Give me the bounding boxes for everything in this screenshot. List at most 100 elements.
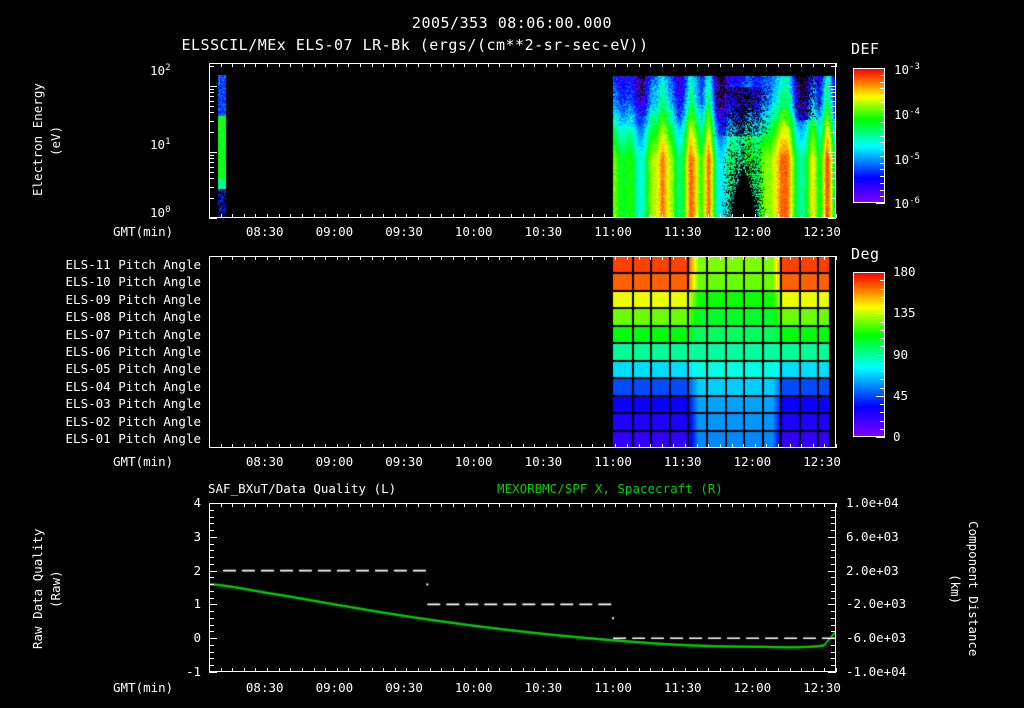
time-tick-label: 10:30 <box>524 680 563 695</box>
axis-tick <box>831 597 836 599</box>
panel3-left-tick-label: 4 <box>193 495 201 510</box>
axis-tick <box>615 256 617 260</box>
axis-tick <box>232 256 234 260</box>
axis-tick <box>418 503 419 507</box>
axis-tick <box>371 444 373 448</box>
axis-tick <box>487 63 489 67</box>
time-tick-label: 11:30 <box>663 224 702 239</box>
panel3-title-left: SAF_BXuT/Data Quality (L) <box>208 481 397 496</box>
axis-tick <box>487 503 489 507</box>
deg-colorbar-tick-label: 135 <box>893 305 916 321</box>
axis-tick <box>406 444 408 448</box>
panel3-right-tick-label: 6.0e+03 <box>846 528 899 544</box>
axis-tick <box>255 503 257 507</box>
axis-tick <box>831 557 836 559</box>
colorbar-tick <box>880 329 885 331</box>
axis-tick <box>255 214 257 218</box>
axis-tick <box>348 503 350 507</box>
axis-tick <box>209 543 214 545</box>
axis-tick <box>232 63 234 67</box>
panel3-right-tick-label: -2.0e+03 <box>846 596 907 612</box>
axis-tick <box>209 624 214 626</box>
axis-tick <box>673 63 675 67</box>
panel1-xlabel: GMT(min) <box>113 224 174 239</box>
colorbar-tick <box>876 203 885 204</box>
axis-tick <box>831 89 836 91</box>
axis-tick <box>708 63 710 67</box>
axis-tick <box>209 523 214 525</box>
axis-tick <box>301 214 303 218</box>
axis-tick <box>418 668 419 672</box>
axis-tick <box>696 444 698 448</box>
axis-tick <box>673 503 675 507</box>
axis-tick <box>487 214 489 218</box>
axis-tick <box>383 63 385 67</box>
axis-tick <box>580 214 582 218</box>
axis-tick <box>209 503 210 507</box>
axis-tick <box>534 63 536 67</box>
time-tick-label: 09:00 <box>315 454 354 469</box>
axis-tick <box>696 503 698 507</box>
axis-tick <box>557 256 559 260</box>
axis-tick <box>209 503 217 504</box>
axis-tick <box>831 631 836 633</box>
def-colorbar-label-4: 10-4 <box>894 107 920 123</box>
axis-tick <box>831 171 836 173</box>
axis-tick <box>418 214 419 218</box>
axis-tick <box>243 63 245 67</box>
colorbar-tick <box>880 81 885 83</box>
axis-tick <box>209 218 217 219</box>
def-colorbar-label-6: 10-6 <box>894 196 920 212</box>
axis-tick <box>220 444 222 448</box>
colorbar-tick <box>880 338 885 339</box>
axis-tick <box>812 668 814 672</box>
axis-tick <box>209 611 214 613</box>
axis-tick <box>371 668 373 672</box>
axis-tick <box>209 509 214 511</box>
axis-tick <box>801 668 803 672</box>
axis-tick <box>824 256 826 260</box>
colorbar-tick <box>880 280 885 282</box>
axis-tick <box>325 503 327 507</box>
axis-tick <box>313 668 315 672</box>
colorbar-tick <box>880 371 885 372</box>
axis-tick <box>209 158 214 160</box>
axis-tick <box>383 503 385 507</box>
page-subtitle: ELSSCIL/MEx ELS-07 LR-Bk (ergs/(cm**2-sr… <box>181 36 649 54</box>
axis-tick <box>278 256 280 260</box>
axis-tick <box>441 444 443 448</box>
axis-tick <box>831 550 836 552</box>
pitch-angle-grid <box>209 256 836 448</box>
axis-tick <box>429 444 431 448</box>
colorbar-tick <box>880 101 885 103</box>
colorbar-tick <box>880 387 885 389</box>
axis-tick <box>824 63 826 67</box>
axis-tick <box>394 668 396 672</box>
axis-tick <box>534 214 536 218</box>
axis-tick <box>836 503 837 507</box>
colorbar-tick <box>880 142 885 144</box>
axis-tick <box>789 503 791 507</box>
axis-tick <box>627 444 628 448</box>
axis-tick <box>766 503 768 507</box>
axis-tick <box>831 584 836 586</box>
def-colorbar-ticks <box>853 68 885 204</box>
axis-tick <box>499 256 501 260</box>
axis-tick <box>580 668 582 672</box>
axis-tick <box>209 638 217 640</box>
axis-tick <box>209 530 214 532</box>
axis-tick <box>209 178 214 180</box>
axis-tick <box>209 516 214 518</box>
axis-tick <box>777 214 779 218</box>
axis-tick <box>831 590 836 592</box>
axis-tick <box>661 503 663 507</box>
time-tick-label: 09:30 <box>385 224 423 239</box>
axis-tick <box>673 214 675 218</box>
axis-tick <box>406 256 408 260</box>
axis-tick <box>209 186 214 188</box>
axis-tick <box>836 444 837 448</box>
axis-tick <box>383 668 385 672</box>
axis-tick <box>828 672 836 673</box>
colorbar-tick <box>880 155 885 157</box>
time-tick-label: 11:30 <box>663 680 702 695</box>
